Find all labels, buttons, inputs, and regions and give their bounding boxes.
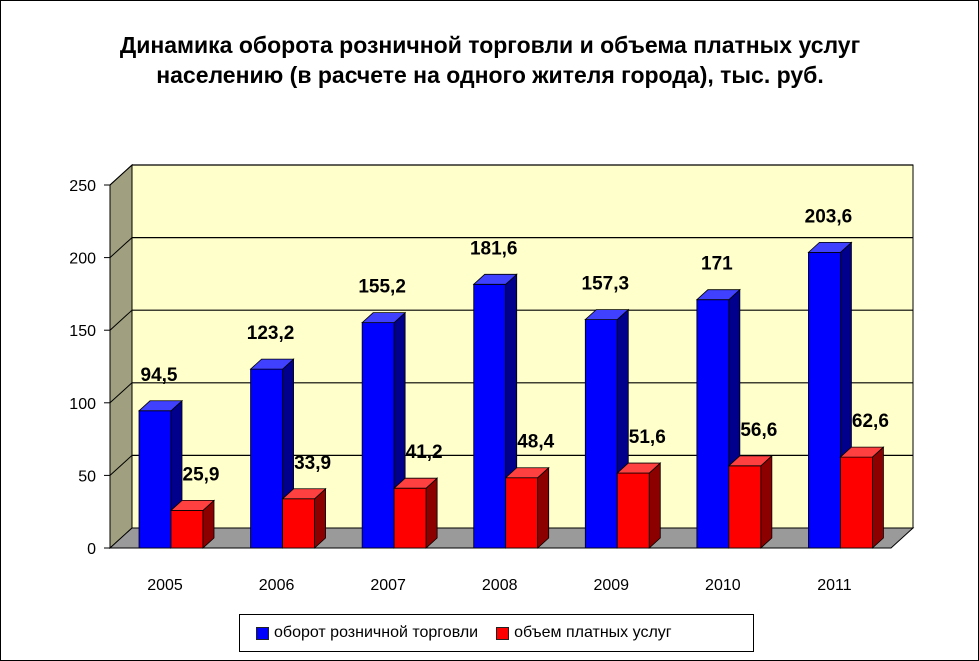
bar-services-2009 [616,472,650,549]
data-label-retail-2010: 171 [701,254,733,275]
legend-item-services: объем платных услуг [496,624,672,642]
bar-services-2006 [282,498,315,549]
x-tick-label-2010: 2010 [705,577,741,594]
gridline-side [109,455,133,476]
gridline-side [109,164,133,186]
gridline-side [109,309,133,331]
bar-retail-2009-top [584,309,630,321]
data-label-retail-2009: 157,3 [582,274,630,295]
bar-retail-2010-top [695,289,741,301]
bar-services-2011-side [872,446,884,549]
bar-services-2005 [170,509,204,549]
data-label-retail-2007: 155,2 [358,277,406,298]
x-tick-label-2008: 2008 [482,577,518,594]
data-label-retail-2008: 181,6 [470,238,518,259]
bar-retail-2011 [808,251,841,549]
legend-item-retail: оборот розничной торговли [256,624,478,642]
bar-services-2007 [393,487,427,549]
bar-retail-2011-top [807,241,853,253]
legend-swatch-services [496,626,510,640]
data-label-services-2008: 48,4 [517,432,554,453]
bar-services-2008-top [504,467,550,479]
bar-retail-2006 [250,368,283,549]
x-tick-label-2006: 2006 [259,577,295,594]
data-label-services-2007: 41,2 [406,442,443,463]
y-tick-label: 200 [69,251,96,268]
bar-retail-2008 [473,283,507,549]
y-tick-label: 250 [69,178,96,195]
data-label-retail-2006: 123,2 [247,323,295,344]
bar-services-2008-side [537,466,550,549]
bar-services-2006-top [281,488,327,500]
bar-retail-2007-top [361,312,407,324]
data-label-retail-2005: 94,5 [141,365,178,386]
x-tick-label-2005: 2005 [147,577,183,594]
bar-retail-2006-top [249,358,295,370]
y-tick-label: 100 [69,396,96,413]
bar-services-2005-top [169,499,216,511]
bar-services-2009-side [648,462,661,549]
x-tick-label-2009: 2009 [593,577,629,594]
legend-swatch-retail [256,626,269,640]
y-tick-label: 0 [87,541,96,558]
bar-services-2009-top [616,462,662,474]
y-tick-label: 50 [78,468,96,485]
x-tick-label-2007: 2007 [370,577,406,594]
bar-services-2010 [728,465,762,549]
bar-services-2008 [505,477,539,549]
data-label-services-2005: 25,9 [183,464,220,485]
bar-services-2007-top [393,477,439,489]
bar-retail-2010 [696,299,730,549]
bar-retail-2005 [138,410,172,549]
data-label-services-2006: 33,9 [294,453,331,474]
y-tick-label: 150 [69,323,96,340]
bar-services-2010-top [727,455,773,467]
bar-services-2010-side [760,454,773,549]
chart-title: Динамика оборота розничной торговли и об… [119,32,861,88]
gridline-side [109,237,133,258]
bar-services-2011 [840,456,873,549]
data-label-services-2009: 51,6 [629,427,666,448]
data-label-services-2010: 56,6 [740,420,777,441]
legend-label-retail: оборот розничной торговли [274,624,479,641]
bar-services-2007-side [425,477,438,549]
bar-retail-2005-top [137,400,184,412]
bar-retail-2008-top [472,273,518,285]
x-tick-label-2011: 2011 [817,577,852,594]
legend: оборот розничной торговли объем платных … [239,614,754,652]
bar-retail-2007 [361,322,395,549]
data-label-retail-2011: 203,6 [805,206,853,227]
bar-retail-2009 [584,319,618,549]
side-wall [109,163,133,550]
gridline-side [109,382,133,404]
bar-services-2011-top [839,446,885,458]
data-label-services-2011: 62,6 [852,411,889,432]
legend-label-services: объем платных услуг [514,624,672,641]
